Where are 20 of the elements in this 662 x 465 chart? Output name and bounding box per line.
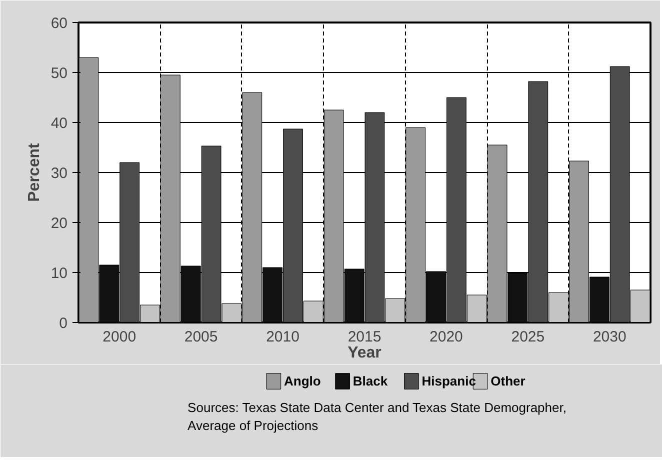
legend-label: Black [352,374,388,389]
y-tick-label: 10 [50,265,68,282]
x-tick-label: 2015 [348,328,382,346]
x-tick-label: 2005 [184,328,218,346]
y-tick-label: 30 [50,165,68,182]
y-tick-label: 40 [50,115,68,132]
y-axis-title: Percent [26,142,43,202]
y-tick-label: 20 [50,215,68,232]
y-tick-label: 60 [50,15,68,32]
x-axis-title: Year [348,344,382,362]
x-tick-label: 2025 [511,328,545,346]
x-tick-label: 2010 [266,328,300,346]
legend-label: Anglo [284,374,321,389]
y-tick-label: 0 [59,315,68,332]
source-note: Sources: Texas State Data Center and Texas State Demographer, Average of Projections [188,400,566,433]
x-tick-label: 2030 [592,328,626,346]
x-tick-label: 2020 [430,328,463,346]
legend-label: Other [490,374,526,389]
x-tick-label: 2000 [102,328,136,346]
y-tick-label: 50 [50,65,68,82]
